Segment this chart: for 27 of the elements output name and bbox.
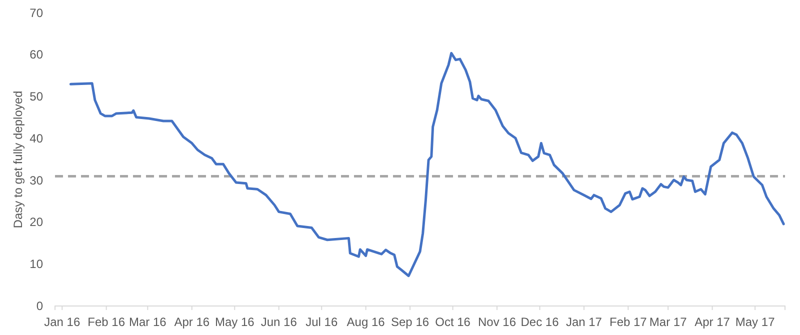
x-tick-label: May 17 [735, 315, 776, 330]
x-tick-label: Mar 16 [128, 315, 167, 330]
x-tick-label: Sep 16 [390, 315, 430, 330]
y-tick-label: 70 [30, 6, 44, 20]
y-axis-title: Dasy to get fully deployed [11, 90, 25, 228]
x-tick-label: Jan 16 [44, 315, 80, 330]
x-tick-label: Jul 16 [306, 315, 338, 330]
x-tick-label: Dec 16 [520, 315, 560, 330]
x-tick-label: Mar 17 [649, 315, 688, 330]
x-tick-label: Jun 16 [260, 315, 298, 330]
y-tick-label: 60 [30, 48, 44, 62]
line-series [69, 52, 785, 278]
y-tick-label: 50 [30, 90, 44, 104]
x-tick-label: Apr 16 [174, 315, 210, 330]
y-tick-label: 40 [30, 131, 44, 146]
x-tick-label: Feb 16 [88, 315, 126, 330]
x-tick-label: Apr 17 [694, 315, 730, 330]
y-tick-label: 30 [30, 173, 44, 188]
x-tick-label: Nov 16 [478, 315, 516, 330]
x-tick-label: May 16 [214, 315, 255, 330]
y-tick-label: 10 [30, 256, 44, 271]
x-tick-label: Jan 17 [566, 315, 602, 330]
x-tick-label: Feb 17 [609, 315, 648, 330]
y-tick-label: 0 [36, 298, 44, 313]
x-tick-label: Aug 16 [346, 315, 386, 330]
y-tick-label: 20 [30, 215, 44, 230]
x-tick-label: Oct 16 [435, 315, 471, 330]
